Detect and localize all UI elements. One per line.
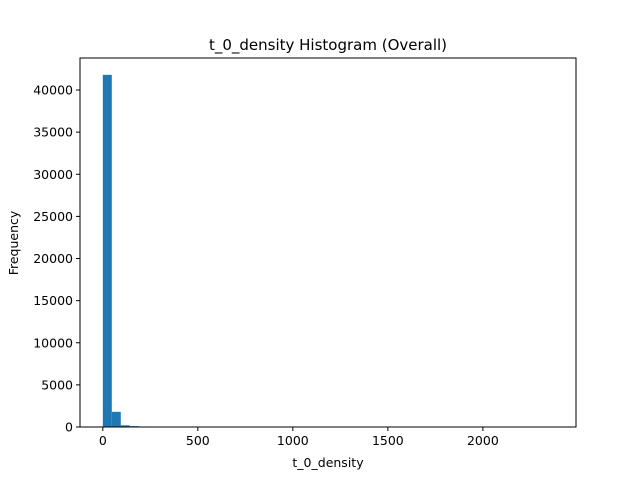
y-tick-label: 30000 [33,167,73,182]
x-tick-label: 2000 [467,433,499,448]
histogram-bars [102,74,175,428]
x-tick-label: 1000 [277,433,309,448]
x-tick-label: 0 [99,433,107,448]
x-axis-label: t_0_density [292,455,364,470]
histogram-bar-1 [111,411,121,427]
y-tick-label: 40000 [33,83,73,98]
y-axis-ticks: 0 5000 10000 15000 20000 25000 30000 35000 40000 [33,83,80,435]
y-tick-label: 15000 [33,293,73,308]
y-tick-label: 20000 [33,251,73,266]
x-tick-label: 1500 [372,433,404,448]
y-tick-label: 0 [65,420,73,435]
chart-title: t_0_density Histogram (Overall) [209,36,447,55]
histogram-bar-0 [102,74,112,428]
x-tick-label: 500 [186,433,210,448]
y-tick-label: 25000 [33,209,73,224]
plot-frame [79,57,577,428]
y-axis-label: Frequency [6,210,21,275]
x-axis-ticks: 0 500 1000 1500 2000 [99,427,499,448]
y-tick-label: 5000 [41,377,73,392]
histogram-bar-2 [120,425,130,427]
y-tick-label: 35000 [33,125,73,140]
y-tick-label: 10000 [33,335,73,350]
